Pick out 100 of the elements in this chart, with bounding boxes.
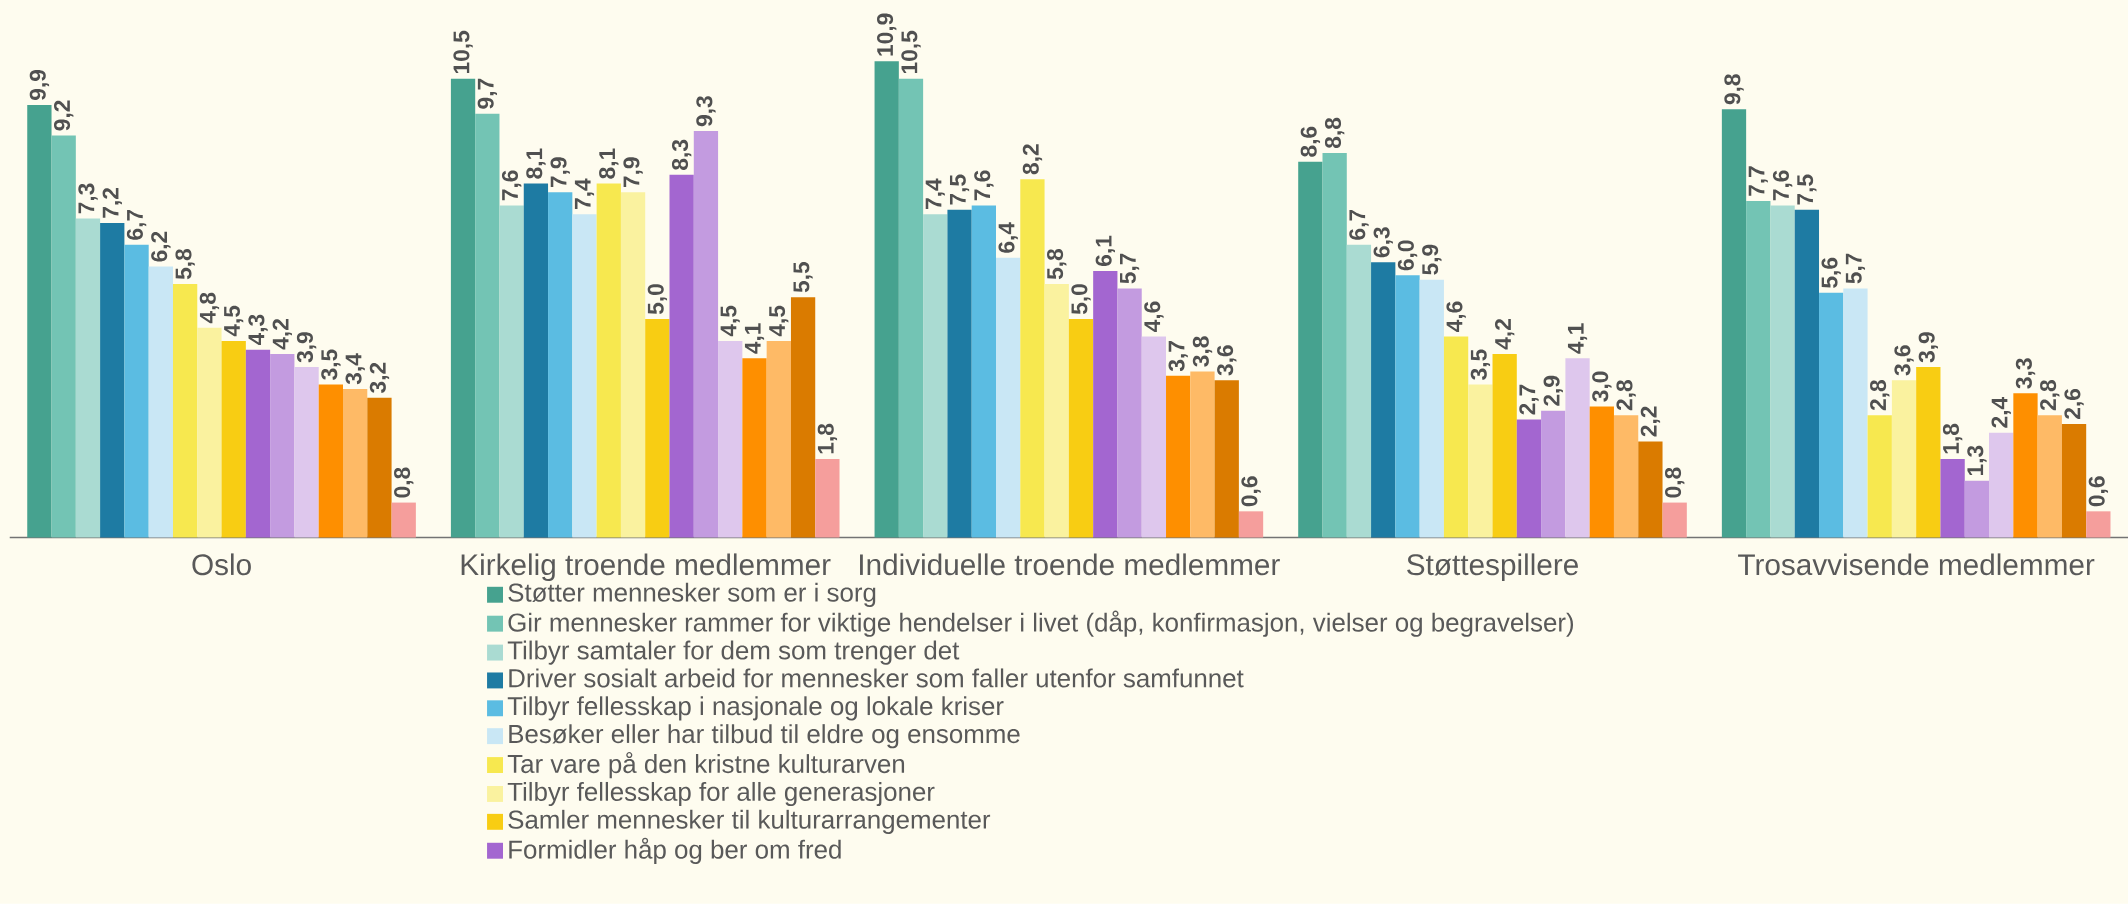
data-label: 4,6 — [1144, 301, 1164, 333]
data-label: 5,8 — [1047, 249, 1067, 280]
data-label: 4,2 — [272, 319, 292, 350]
bar — [75, 218, 101, 538]
bar — [245, 349, 271, 538]
data-label: 4,5 — [224, 305, 244, 337]
bar — [100, 222, 125, 538]
legend-label: Tilbyr fellesskap i nasjonale og lokale kriser — [507, 696, 1004, 721]
bar — [1589, 406, 1614, 538]
bar — [1346, 244, 1372, 538]
data-label: 5,0 — [1071, 284, 1091, 315]
data-label: 2,9 — [1543, 375, 1563, 406]
data-label: 5,8 — [175, 249, 195, 280]
data-label: 3,8 — [1192, 336, 1213, 367]
data-label: 3,9 — [296, 332, 317, 363]
data-label: 3,5 — [321, 349, 341, 380]
data-label: 5,6 — [1821, 257, 1841, 288]
data-label: 6,2 — [151, 231, 171, 262]
bar — [1770, 205, 1795, 538]
bar — [450, 78, 476, 538]
data-label: 7,6 — [974, 170, 994, 201]
data-label: 3,6 — [1217, 345, 1237, 376]
bar — [27, 104, 52, 538]
data-label: 4,1 — [1567, 323, 1588, 354]
bar — [1166, 375, 1191, 538]
data-label: 6,3 — [1373, 227, 1393, 258]
data-label: 7,6 — [501, 170, 522, 201]
data-label: 2,6 — [2064, 389, 2084, 420]
data-label: 6,7 — [1349, 210, 1369, 240]
bar — [1916, 367, 1941, 538]
data-label: 2,2 — [1640, 406, 1661, 437]
bar — [1843, 288, 1868, 538]
x-tick-label: Kirkelig troende medlemmer — [461, 553, 831, 582]
bar — [523, 183, 549, 538]
bar — [742, 358, 767, 538]
data-label: 8,2 — [1022, 144, 1043, 175]
legend-label: Samler mennesker til kulturarrangementer — [508, 809, 991, 835]
data-label: 7,9 — [550, 157, 570, 188]
bar — [1746, 201, 1771, 538]
legend-label: Tilbyr samtaler for dem som trenger det — [507, 640, 960, 665]
data-label: 8,1 — [599, 148, 619, 179]
legend-label: Tilbyr fellesskap for alle generasjoner — [507, 782, 935, 807]
data-label: 3,7 — [1168, 341, 1188, 372]
data-label: 2,8 — [1870, 380, 1890, 411]
bar — [815, 458, 840, 538]
bar — [1298, 161, 1323, 538]
data-label: 1,8 — [817, 423, 838, 454]
data-label: 1,3 — [1967, 445, 1987, 476]
data-label: 7,4 — [574, 178, 595, 210]
data-label: 7,4 — [925, 178, 945, 210]
bar — [1190, 371, 1215, 538]
data-label: 7,7 — [1748, 166, 1768, 196]
bar — [669, 174, 694, 538]
data-label: 8,8 — [1324, 117, 1345, 149]
data-label: 5,9 — [1422, 244, 1442, 275]
bar — [1068, 319, 1094, 538]
bar — [197, 327, 222, 538]
data-label: 3,6 — [1894, 345, 1914, 376]
bar — [221, 340, 246, 538]
data-label: 9,9 — [29, 70, 50, 100]
bar — [343, 389, 368, 538]
data-label: 6,4 — [998, 222, 1018, 253]
data-label: 3,0 — [1592, 371, 1612, 402]
bar — [1322, 153, 1347, 538]
data-label: 9,7 — [477, 78, 498, 109]
bar — [898, 78, 924, 538]
data-label: 6,1 — [1095, 235, 1115, 266]
bar — [1117, 288, 1142, 538]
bar — [947, 209, 972, 538]
data-label: 7,3 — [78, 183, 98, 214]
legend-label: Gir mennesker rammer for viktige hendelser i livet (dåp, konfirmasjon, vielser og begravelser) — [508, 610, 1574, 637]
data-label: 8,3 — [671, 139, 692, 170]
legend-label: Besøker eller har tilbud til eldre og ensomme — [509, 724, 1020, 749]
bar — [596, 183, 621, 538]
bar — [1238, 511, 1264, 538]
legend-label: Driver sosialt arbeid for mennesker som faller utenfor samfunnet — [509, 668, 1244, 688]
data-label: 7,5 — [949, 174, 970, 205]
data-label: 4,5 — [769, 305, 789, 337]
bar — [874, 61, 899, 538]
bar — [1721, 109, 1747, 538]
data-label: 5,7 — [1845, 253, 1866, 284]
data-label: 3,4 — [345, 353, 365, 385]
bar — [294, 367, 319, 538]
bar — [971, 205, 996, 538]
data-label: 9,2 — [54, 100, 74, 131]
data-label: 4,2 — [1494, 319, 1515, 350]
bar — [1468, 384, 1493, 538]
data-label: 3,2 — [369, 362, 390, 394]
data-label: 4,8 — [199, 292, 220, 324]
bar — [693, 131, 719, 538]
data-label: 9,8 — [1724, 74, 1744, 105]
data-label: 3,5 — [1470, 349, 1491, 380]
bar — [270, 354, 295, 538]
data-label: 2,7 — [1519, 384, 1539, 415]
bar — [1989, 432, 2014, 538]
bar — [1794, 209, 1820, 538]
data-label: 10,5 — [901, 30, 921, 74]
data-label: 3,3 — [2015, 358, 2036, 389]
data-label: 9,3 — [696, 96, 716, 127]
data-label: 2,8 — [1616, 380, 1636, 411]
